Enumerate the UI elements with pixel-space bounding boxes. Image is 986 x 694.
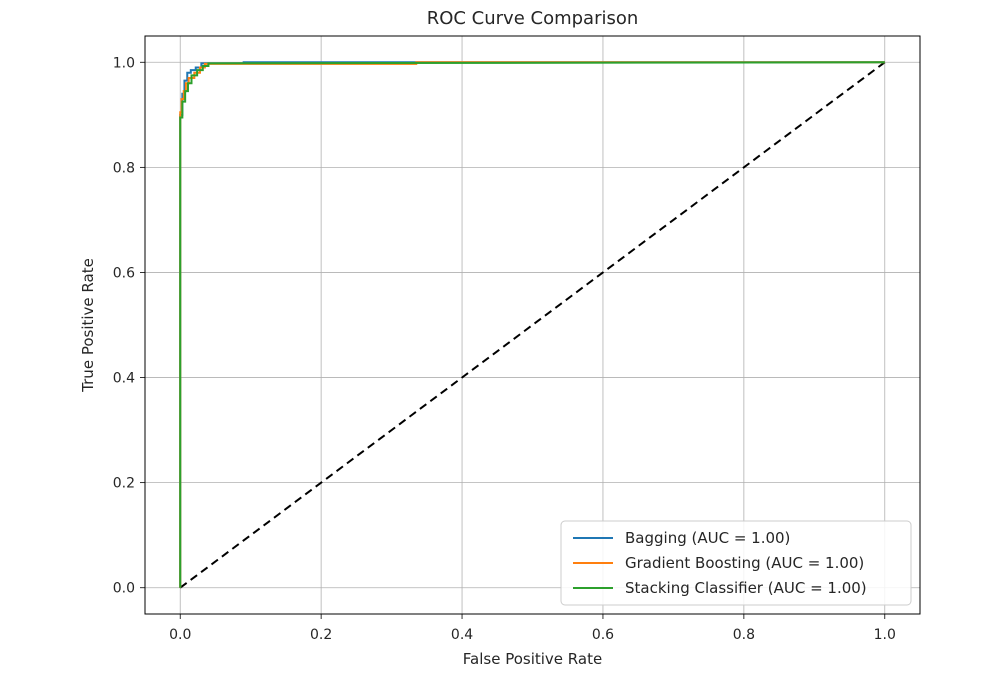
y-tick-label: 0.0 — [113, 581, 135, 597]
y-axis-label: True Positive Rate — [79, 258, 97, 393]
x-tick-label: 1.0 — [874, 627, 896, 643]
roc-line-gradient-boosting — [179, 61, 885, 588]
legend-box — [560, 520, 912, 606]
tick-layer: 0.0 0.2 0.4 0.6 0.8 1.0 0.0 0.2 0.4 0.6 0.8 1.0 — [113, 55, 896, 643]
x-axis-label: False Positive Rate — [463, 650, 602, 668]
grid-layer — [145, 36, 920, 614]
diagonal-reference-line — [179, 61, 886, 589]
x-tick-label: 0.8 — [733, 627, 755, 643]
roc-line-stacking-classifier — [179, 61, 885, 588]
x-tick-label: 0.2 — [310, 627, 332, 643]
series-layer — [179, 61, 885, 588]
x-tick-label: 0.6 — [592, 627, 614, 643]
y-tick-label: 0.6 — [113, 265, 135, 281]
x-tick-label: 0.0 — [169, 627, 191, 643]
legend-label: Bagging (AUC = 1.00) — [625, 529, 790, 547]
y-tick-label: 0.2 — [113, 476, 135, 492]
legend-label: Stacking Classifier (AUC = 1.00) — [625, 579, 867, 597]
legend: Bagging (AUC = 1.00) Gradient Boosting (A… — [560, 520, 912, 606]
x-tick-label: 0.4 — [451, 627, 473, 643]
y-tick-label: 0.4 — [113, 371, 135, 387]
chart-title: ROC Curve Comparison — [427, 8, 639, 29]
legend-label: Gradient Boosting (AUC = 1.00) — [625, 554, 864, 572]
y-tick-label: 0.8 — [113, 160, 135, 176]
plot-frame — [144, 35, 921, 615]
reference-line-layer — [179, 61, 886, 589]
y-tick-label: 1.0 — [113, 55, 135, 71]
